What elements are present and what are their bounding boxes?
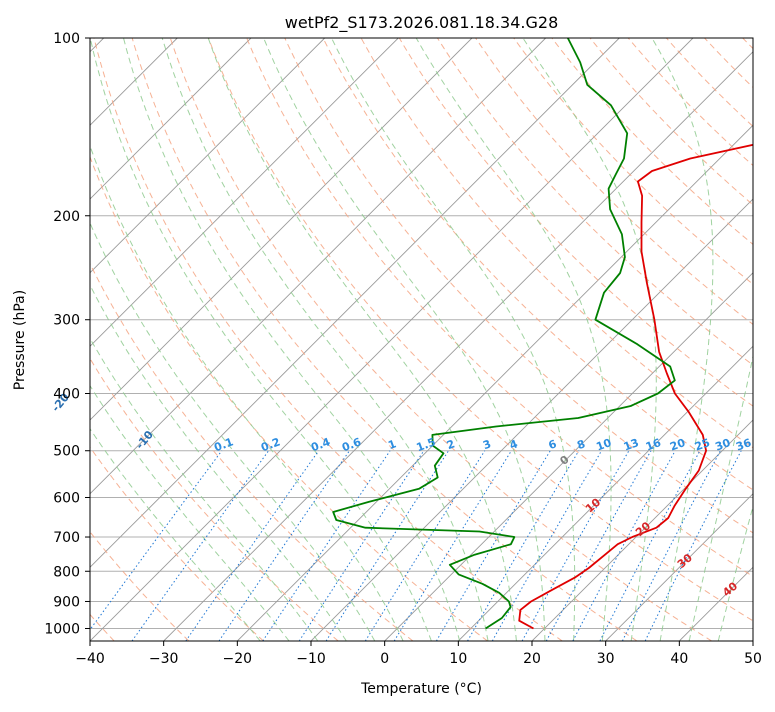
y-axis-label: Pressure (hPa) xyxy=(12,290,28,390)
x-tick-label: 20 xyxy=(523,651,541,667)
x-axis-label: Temperature (°C) xyxy=(360,681,482,697)
y-tick-label: 500 xyxy=(53,444,80,460)
x-tick-label: −30 xyxy=(149,651,179,667)
y-tick-label: 1000 xyxy=(44,621,80,637)
x-tick-label: −20 xyxy=(223,651,253,667)
y-tick-label: 900 xyxy=(53,594,80,610)
y-tick-label: 400 xyxy=(53,387,80,403)
x-tick-label: −40 xyxy=(75,651,105,667)
y-tick-label: 700 xyxy=(53,530,80,546)
y-tick-label: 100 xyxy=(53,31,80,47)
y-tick-label: 300 xyxy=(53,313,80,329)
x-tick-label: 50 xyxy=(744,651,762,667)
x-tick-label: 40 xyxy=(670,651,688,667)
x-tick-label: 10 xyxy=(449,651,467,667)
x-tick-label: 30 xyxy=(597,651,615,667)
y-tick-label: 200 xyxy=(53,209,80,225)
y-tick-label: 800 xyxy=(53,564,80,580)
x-tick-label: 0 xyxy=(380,651,389,667)
chart-title: wetPf2_S173.2026.081.18.34.G28 xyxy=(285,13,559,33)
y-tick-label: 600 xyxy=(53,490,80,506)
x-tick-label: −10 xyxy=(296,651,326,667)
